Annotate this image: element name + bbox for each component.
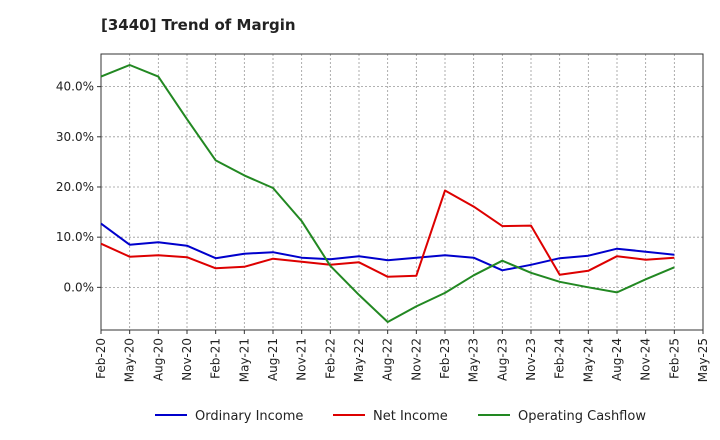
y-tick-label: 30.0%: [56, 130, 94, 144]
x-tick-label: Aug-22: [381, 338, 395, 381]
x-tick-label: Feb-24: [553, 338, 567, 379]
x-tick-label: Feb-21: [209, 338, 223, 379]
x-tick-label: Aug-24: [610, 338, 624, 381]
x-tick-label: Nov-22: [409, 338, 423, 381]
x-tick-label: May-21: [237, 338, 251, 382]
series-line-net-income: [100, 189, 675, 278]
y-tick-label: 20.0%: [56, 180, 94, 194]
y-tick-label: 40.0%: [56, 80, 94, 94]
y-axis: 40.0% 30.0% 20.0% 10.0% 0.0%: [56, 80, 101, 294]
x-tick-label: Aug-20: [151, 338, 165, 381]
series-line-operating-cashflow: [100, 64, 675, 323]
x-tick-label: Nov-21: [295, 338, 309, 381]
x-tick-label: Nov-23: [524, 338, 538, 381]
x-axis: Feb-20 May-20 Aug-20 Nov-20 Feb-21 May-21 Aug-…: [94, 330, 710, 382]
y-tick-label: 10.0%: [56, 230, 94, 244]
series-line-ordinary-income: [100, 222, 675, 272]
x-tick-label: May-22: [352, 338, 366, 382]
x-tick-label: Feb-23: [438, 338, 452, 379]
chart-title: [3440] Trend of Margin: [101, 16, 296, 34]
plot-frame: [100, 53, 704, 331]
x-tick-label: Aug-23: [495, 338, 509, 381]
x-tick-label: Nov-24: [639, 338, 653, 381]
x-tick-label: Aug-21: [266, 338, 280, 381]
x-tick-label: May-20: [123, 338, 137, 382]
y-tick-label: 0.0%: [64, 280, 95, 294]
grid-layer: [101, 54, 703, 330]
x-tick-label: Feb-22: [323, 338, 337, 379]
series-layer: [100, 64, 675, 323]
legend: Ordinary Income Net Income Operating Cashf…: [155, 409, 646, 424]
x-tick-label: Feb-25: [667, 338, 681, 379]
x-tick-label: Nov-20: [180, 338, 194, 381]
x-tick-label: May-24: [581, 338, 595, 382]
legend-label: Ordinary Income: [195, 409, 303, 424]
legend-label: Operating Cashflow: [518, 409, 646, 424]
x-tick-label: May-25: [696, 338, 710, 382]
x-tick-label: May-23: [467, 338, 481, 382]
x-tick-label: Feb-20: [94, 338, 108, 379]
legend-label: Net Income: [373, 409, 448, 424]
